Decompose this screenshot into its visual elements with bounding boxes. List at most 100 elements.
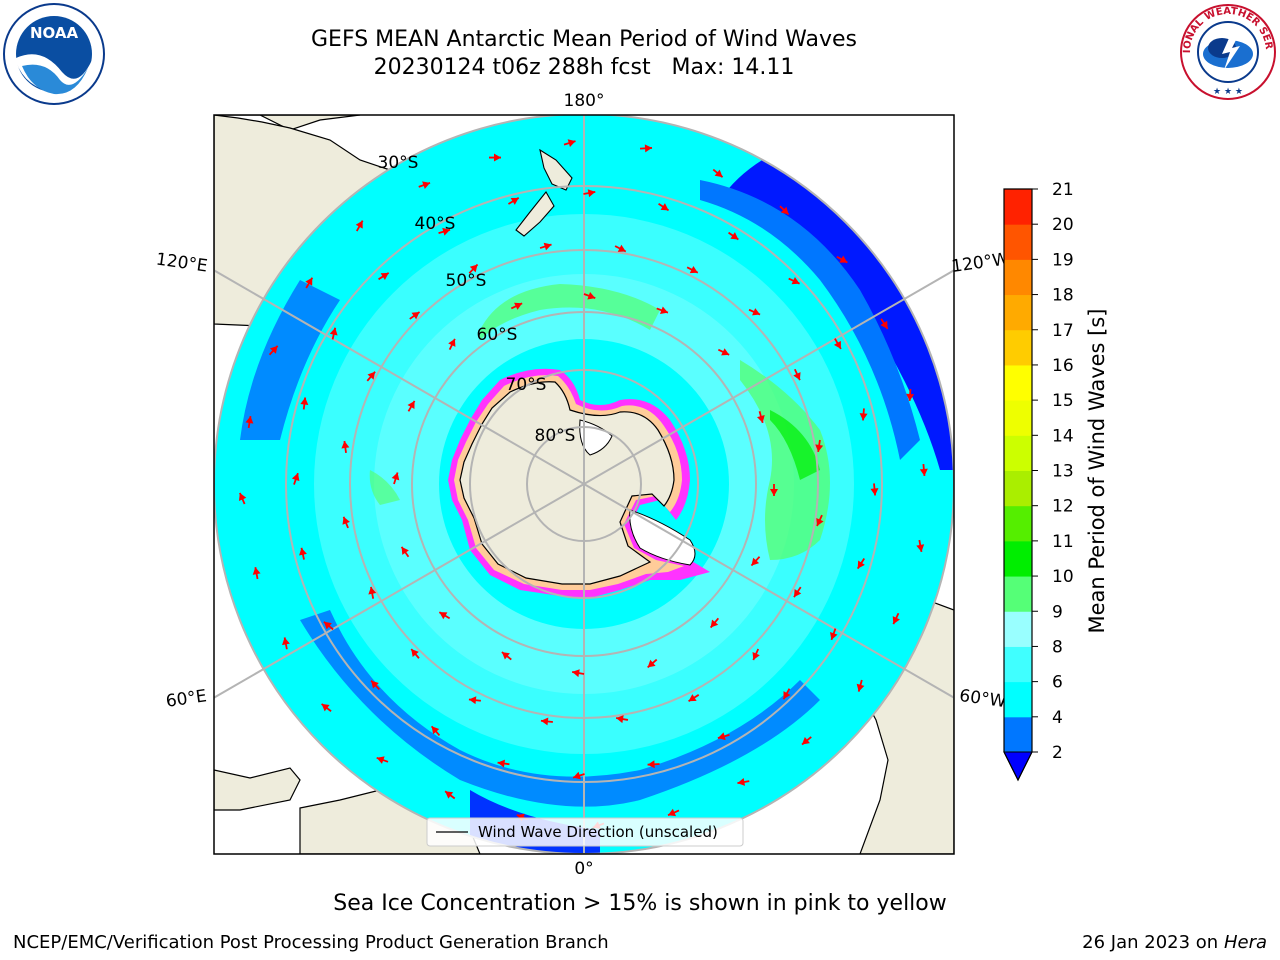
wind-wave-arrow-head — [816, 518, 824, 527]
wind-wave-arrow-head — [341, 440, 350, 449]
lon-label-0: 0° — [574, 859, 593, 879]
wind-wave-arrow-head — [880, 320, 888, 329]
colorbar-segment — [1004, 576, 1032, 612]
wind-wave-arrow-head — [469, 264, 478, 273]
lat-label-40s: 40°S — [415, 214, 456, 234]
wind-wave-arrow-head — [282, 637, 290, 646]
wind-wave-arrow-head — [380, 272, 389, 280]
wind-wave-arrow-head — [644, 144, 653, 153]
colorbar-segment — [1004, 364, 1032, 401]
wind-wave-arrow-head — [730, 232, 739, 240]
colorbar-tick-label: 6 — [1052, 673, 1063, 693]
wind-wave-arrow-head — [916, 544, 925, 552]
wind-wave-arrow-head — [501, 652, 510, 660]
colorbar-tick-label: 9 — [1052, 602, 1063, 622]
wind-wave-arrow-head — [815, 444, 824, 452]
wind-wave-arrow-head — [442, 227, 451, 236]
wind-wave-arrow-head — [329, 327, 338, 336]
colorbar-extend-arrow — [1003, 751, 1033, 782]
wind-wave-arrow-head — [833, 340, 841, 349]
wind-wave-arrow-head — [791, 277, 800, 285]
wind-wave-arrow-head — [355, 220, 363, 229]
wind-wave-arrow-head — [391, 472, 400, 481]
wind-wave-arrow-head — [660, 203, 669, 211]
nws-logo: NATIONAL WEATHER SERVICE ★ ★ ★ — [1178, 2, 1276, 100]
wind-wave-arrow-head — [721, 348, 730, 356]
wind-wave-arrow-head — [717, 732, 726, 741]
wind-wave-arrow-head — [616, 715, 624, 724]
colorbar-tick-label: 2 — [1052, 743, 1063, 763]
lon-label-120w: 120°W — [950, 249, 1010, 277]
wind-wave-arrow-head — [422, 181, 431, 189]
lat-label-30s: 30°S — [378, 153, 419, 173]
colorbar-segment — [1004, 329, 1032, 366]
wind-wave-arrow-head — [780, 206, 789, 215]
wind-wave-arrow-head — [870, 488, 879, 496]
wind-wave-arrow-head — [752, 308, 761, 316]
wind-wave-arrow-head — [906, 393, 915, 401]
colorbar-tick-label: 12 — [1052, 497, 1074, 517]
wind-wave-arrow-head — [269, 345, 278, 354]
lat-label-50s: 50°S — [446, 271, 487, 291]
colorbar-tick-label: 13 — [1052, 462, 1074, 482]
wind-wave-arrows — [238, 139, 928, 829]
map-legend: Wind Wave Direction (unscaled) — [426, 817, 744, 847]
colorbar-tick-label: 19 — [1052, 250, 1074, 270]
footer-credit: NCEP/EMC/Verification Post Processing Pr… — [13, 932, 609, 953]
colorbar-tick-label: 8 — [1052, 637, 1063, 657]
wind-wave-arrow-head — [371, 680, 379, 689]
wind-wave-arrow-head — [839, 255, 848, 263]
new-zealand — [515, 148, 573, 237]
wind-wave-arrow-head — [689, 265, 698, 274]
wind-wave-arrow-head — [660, 306, 668, 314]
colorbar-segment — [1004, 540, 1032, 577]
colorbar-tick-label: 4 — [1052, 708, 1063, 728]
wind-wave-arrow-head — [411, 312, 420, 320]
lat-label-70s: 70°S — [506, 375, 547, 395]
wind-wave-arrow-head — [892, 616, 900, 625]
noaa-logo: NOAA — [3, 3, 105, 105]
wind-wave-arrow-head — [751, 557, 760, 566]
wind-wave-arrow-head — [367, 371, 376, 380]
wind-wave-arrow-head — [829, 631, 838, 640]
wind-wave-arrow-head — [793, 589, 802, 598]
colorbar-tick-label: 15 — [1052, 391, 1074, 411]
wind-wave-arrow-head — [793, 372, 801, 381]
wind-wave-arrow-head — [856, 683, 865, 692]
legend-label: Wind Wave Direction (unscaled) — [478, 823, 718, 841]
colorbar-tick-label: 10 — [1052, 567, 1074, 587]
lon-label-180: 180° — [564, 91, 605, 111]
wind-wave-arrow-head — [919, 468, 928, 476]
colorbar-segment — [1004, 681, 1032, 718]
colorbar-frame — [1003, 188, 1033, 782]
wind-wave-arrow-head — [617, 244, 626, 252]
colorbar-segment — [1004, 505, 1032, 542]
graticule — [214, 115, 954, 854]
colorbar-tick-label: 20 — [1052, 215, 1074, 235]
svg-text:★ ★ ★: ★ ★ ★ — [1213, 87, 1243, 97]
colorbar-segment — [1004, 716, 1032, 753]
wind-wave-arrow-head — [368, 586, 377, 595]
wind-wave-arrow-head — [245, 416, 254, 424]
colorbar-tick-label: 21 — [1052, 180, 1074, 200]
wind-wave-arrow-head — [801, 737, 810, 745]
footer-date: 26 Jan 2023 on Hera — [1082, 932, 1267, 953]
colorbar-tick-label: 14 — [1052, 426, 1074, 446]
wind-wave-arrow-head — [411, 649, 419, 657]
colorbar-segment — [1004, 294, 1032, 331]
wind-wave-arrow-head — [342, 516, 350, 525]
lon-label-60w: 60°W — [958, 686, 1007, 712]
wind-wave-arrow-head — [445, 791, 454, 799]
wind-wave-arrow-head — [376, 756, 385, 764]
wind-wave-arrow-head — [859, 413, 868, 421]
wind-wave-arrow-head — [540, 717, 549, 726]
wind-wave-arrow-head — [321, 703, 330, 712]
wind-wave-arrow-head — [572, 669, 580, 678]
wind-wave-arrow-head — [323, 621, 332, 630]
colorbar-tick-label: 11 — [1052, 532, 1074, 552]
noaa-logo-text: NOAA — [30, 24, 79, 42]
wind-wave-arrow-head — [300, 397, 309, 405]
wind-wave-arrow-head — [710, 619, 719, 628]
lat-label-80s: 80°S — [535, 426, 576, 446]
wind-wave-arrow-head — [714, 169, 723, 178]
